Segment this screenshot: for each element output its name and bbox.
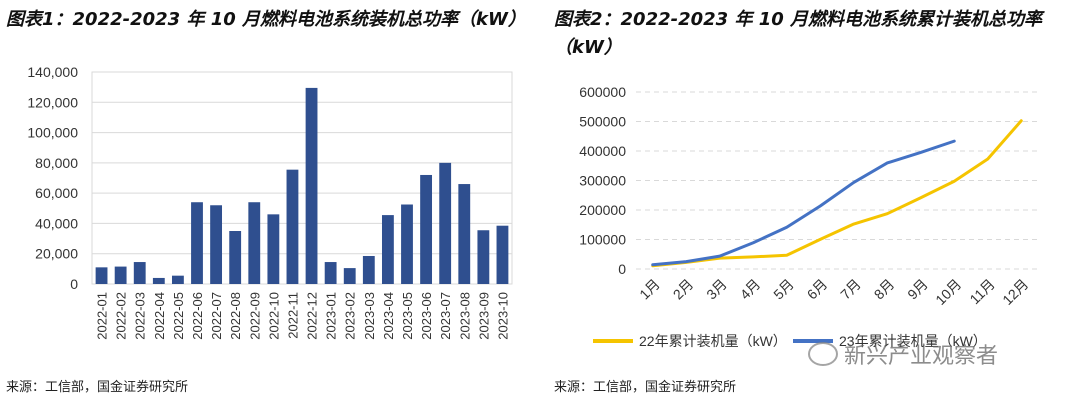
left-panel: 图表1：2022-2023 年 10 月燃料电池系统装机总功率（kW） 0 20,…: [6, 9, 526, 395]
bar: [477, 230, 490, 284]
x-tick-label: 2022-11: [285, 292, 300, 339]
x-tick-label: 6月: [804, 276, 831, 303]
y-tick-label: 40,000: [35, 215, 78, 231]
bar: [439, 162, 452, 284]
watermark: 新兴产业观察者: [808, 338, 998, 370]
x-tick-label: 5月: [770, 276, 797, 303]
y-tick-label: 100000: [579, 232, 626, 248]
bar: [401, 204, 413, 284]
bar: [267, 214, 280, 284]
x-tick-label: 2022-09: [247, 292, 262, 340]
y-tick-label: 500000: [579, 114, 626, 130]
bar: [324, 262, 337, 284]
x-tick-label: 2023-04: [381, 292, 396, 340]
wechat-icon: [808, 342, 838, 366]
x-tick-label: 2022-02: [114, 292, 129, 340]
bar: [229, 231, 242, 284]
y-tick-label: 120,000: [27, 94, 78, 110]
x-tick-label: 2023-03: [362, 292, 377, 340]
x-tick-label: 9月: [904, 276, 931, 303]
bar: [133, 262, 146, 284]
legend-label: 22年累计装机量（kW）: [639, 333, 787, 349]
bar: [171, 275, 184, 284]
bar: [381, 215, 394, 284]
bar: [496, 225, 509, 284]
bar: [305, 87, 318, 285]
y-tick-label: 300000: [579, 173, 626, 189]
bar: [286, 169, 299, 284]
x-tick-label: 2023-08: [457, 292, 472, 340]
chart1-svg: 0 20,000 40,000 60,000 80,000 100,000 120,000 1…: [27, 64, 513, 340]
x-tick-label: 11月: [966, 276, 997, 307]
bar: [458, 184, 471, 284]
x-tick-label: 2023-10: [495, 292, 510, 340]
x-tick-label: 2023-09: [476, 292, 491, 340]
x-tick-label: 3月: [703, 276, 730, 303]
x-tick-label: 10月: [932, 276, 964, 308]
y-tick-label: 0: [70, 276, 78, 292]
x-tick-label: 2022-03: [133, 292, 148, 340]
x-tick-label: 2022-10: [266, 292, 281, 340]
bar: [248, 202, 261, 284]
x-tick-label: 2023-06: [419, 292, 434, 340]
bar: [210, 205, 223, 284]
bar: [343, 268, 356, 284]
x-tick-label: 2022-08: [228, 292, 243, 340]
chart1-source: 来源：工信部，国金证券研究所: [6, 380, 189, 395]
x-tick-label: 2月: [670, 276, 697, 303]
y-tick-label: 80,000: [35, 155, 78, 171]
x-tick-label: 1月: [636, 276, 663, 303]
y-tick-label: 200000: [579, 202, 626, 218]
chart2-title: 图表2：2022-2023 年 10 月燃料电池系统累计装机总功率（kW）: [554, 9, 1043, 58]
chart2-source: 来源：工信部，国金证券研究所: [554, 380, 737, 395]
series-line: [651, 119, 1023, 268]
series-line: [651, 139, 956, 267]
x-tick-label: 2023-02: [343, 292, 358, 340]
x-tick-label: 2022-12: [305, 292, 320, 340]
bar: [362, 255, 375, 284]
watermark-text: 新兴产业观察者: [844, 344, 999, 369]
y-tick-label: 400000: [579, 143, 626, 159]
y-tick-label: 0: [618, 261, 626, 277]
x-tick-label: 2023-05: [400, 292, 415, 340]
bar: [114, 266, 127, 284]
x-tick-label: 2022-07: [209, 292, 224, 340]
x-tick-label: 2022-01: [95, 292, 110, 340]
y-tick-label: 600000: [579, 84, 626, 100]
chart2-svg: 0 100000 200000 300000 400000 500000 600000 1月 2…: [579, 84, 1038, 349]
x-tick-label: 8月: [871, 276, 898, 303]
x-tick-label: 2022-05: [171, 292, 186, 340]
bar: [191, 202, 203, 284]
x-tick-label: 2022-04: [152, 292, 167, 340]
x-tick-label: 7月: [837, 276, 864, 303]
x-tick-label: 4月: [737, 276, 764, 303]
x-tick-label: 2023-07: [438, 292, 453, 340]
x-tick-label: 12月: [999, 276, 1031, 308]
y-tick-label: 20,000: [35, 246, 78, 262]
x-tick-label: 2022-06: [190, 292, 205, 340]
x-tick-label: 2023-01: [324, 292, 339, 340]
bar: [95, 267, 108, 284]
y-tick-label: 100,000: [27, 125, 78, 141]
y-tick-label: 60,000: [35, 185, 78, 201]
y-tick-label: 140,000: [27, 64, 78, 80]
legend-label: 23年累计装机量（kW）: [839, 333, 987, 349]
bar: [152, 277, 165, 284]
chart1-title: 图表1：2022-2023 年 10 月燃料电池系统装机总功率（kW）: [6, 9, 526, 30]
bar: [420, 174, 433, 284]
